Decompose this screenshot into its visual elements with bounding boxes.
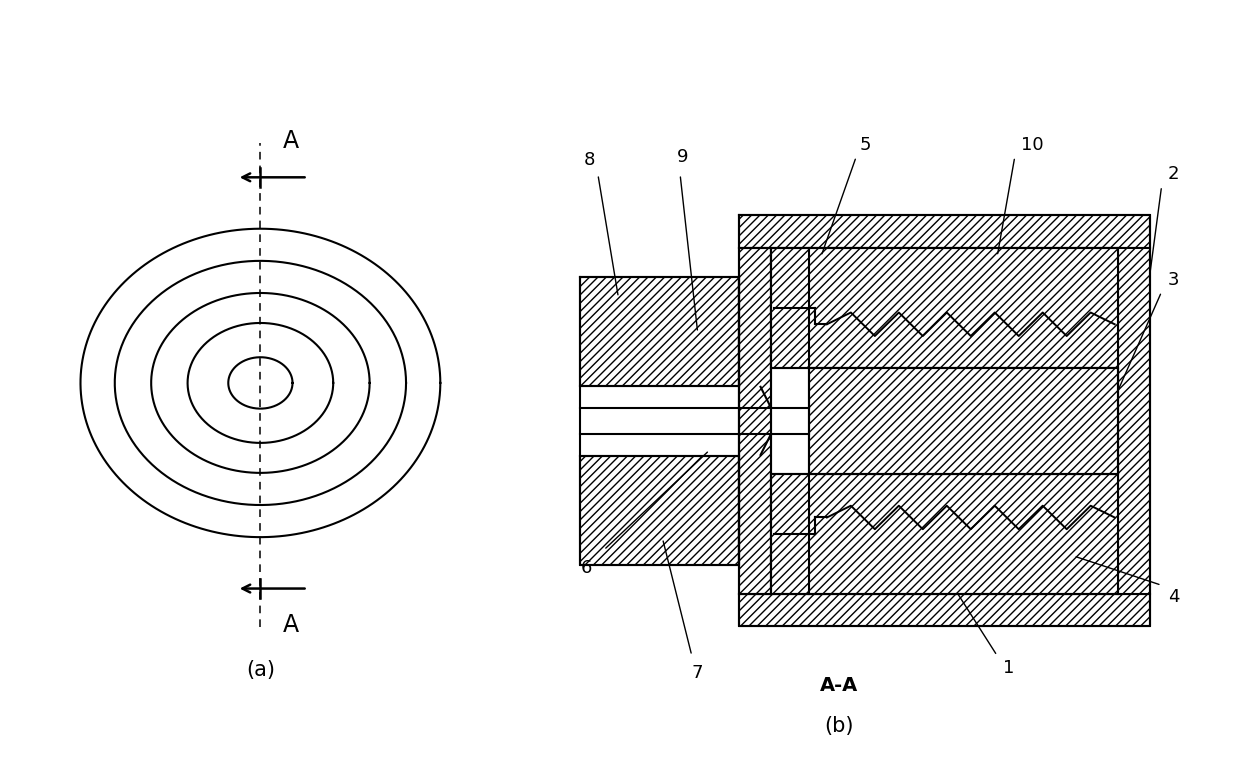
Text: A: A: [283, 613, 299, 637]
Text: A: A: [283, 129, 299, 153]
Text: (b): (b): [823, 716, 853, 736]
Text: 2: 2: [1168, 165, 1179, 183]
Text: 1: 1: [1003, 659, 1014, 677]
Polygon shape: [771, 474, 1117, 594]
Polygon shape: [739, 215, 1149, 247]
Polygon shape: [1117, 247, 1149, 594]
Polygon shape: [771, 247, 1117, 368]
Text: 9: 9: [677, 148, 688, 165]
Text: A-A: A-A: [820, 676, 858, 695]
Text: (a): (a): [246, 660, 275, 680]
Text: 10: 10: [1021, 136, 1044, 153]
Polygon shape: [580, 277, 739, 385]
Polygon shape: [739, 247, 771, 594]
Polygon shape: [810, 368, 1117, 474]
Text: 7: 7: [692, 665, 703, 682]
Text: 6: 6: [580, 559, 591, 576]
Text: 4: 4: [1168, 588, 1179, 606]
Polygon shape: [580, 456, 739, 565]
Text: 3: 3: [1168, 271, 1179, 289]
Text: 8: 8: [583, 150, 595, 168]
Polygon shape: [739, 594, 1149, 626]
Text: 5: 5: [859, 136, 870, 153]
